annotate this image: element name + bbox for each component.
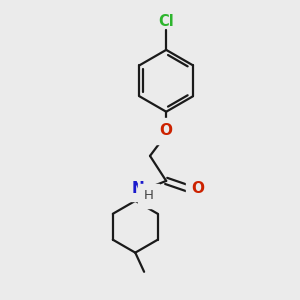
Text: N: N — [131, 181, 144, 196]
Text: O: O — [160, 123, 173, 138]
Text: O: O — [191, 181, 204, 196]
Text: Cl: Cl — [158, 14, 174, 29]
Text: H: H — [143, 189, 153, 202]
